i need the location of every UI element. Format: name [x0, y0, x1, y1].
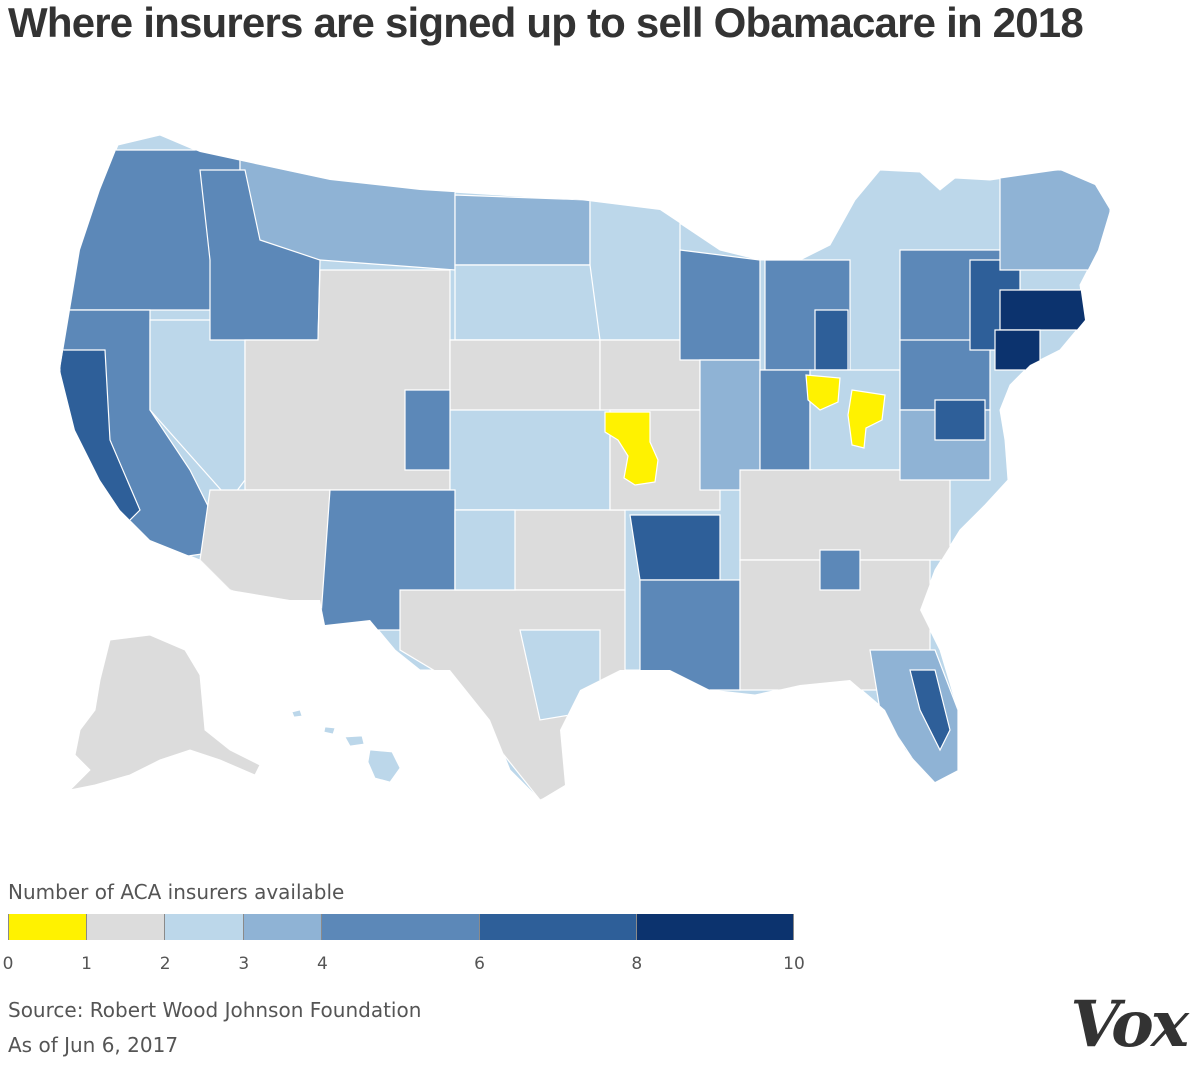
legend-tick: 8	[631, 954, 643, 974]
region-wisconsin	[679, 249, 761, 361]
region-texas-west	[454, 509, 516, 591]
legend-tick: 10	[783, 954, 805, 974]
source-note: Source: Robert Wood Johnson Foundation	[8, 998, 422, 1022]
legend-tick: 3	[238, 954, 250, 974]
legend-tick: 1	[81, 954, 93, 974]
legend-bin-0-1	[8, 914, 87, 940]
hawaii	[291, 709, 401, 783]
region-arizona	[199, 489, 331, 626]
us-map-svg	[59, 134, 1111, 801]
legend-bin-4-6	[322, 914, 480, 940]
legend-tick: 0	[2, 954, 14, 974]
region-ohio-zero-east	[847, 389, 886, 449]
region-ohio-zero-west	[805, 374, 841, 411]
region-maryland	[934, 399, 986, 441]
legend-tick: 4	[316, 954, 328, 974]
legend-tick: 6	[474, 954, 486, 974]
region-michigan-east	[814, 309, 849, 371]
region-massachusetts	[999, 289, 1091, 331]
legend-tick: 2	[159, 954, 171, 974]
region-indiana	[759, 369, 811, 481]
region-missouri-zero	[604, 411, 659, 486]
region-minnesota	[589, 199, 681, 341]
region-north-dakota	[454, 194, 591, 266]
region-georgia-patch	[819, 549, 861, 591]
legend-bin-2-3	[165, 914, 244, 940]
legend-bin-3-4	[243, 914, 323, 940]
region-south-dakota	[454, 264, 601, 341]
region-colorado-east	[404, 389, 451, 471]
region-kentucky-tennessee	[739, 469, 951, 561]
vox-logo: Vox	[1070, 987, 1189, 1062]
legend-color-scale	[8, 914, 794, 940]
map-title: Where insurers are signed up to sell Oba…	[8, 0, 1084, 46]
region-new-england	[999, 169, 1110, 271]
us-county-map	[0, 110, 1200, 810]
region-connecticut-nj	[994, 329, 1041, 371]
region-louisiana-mississippi-w	[639, 579, 741, 691]
legend-bin-1-2	[86, 914, 166, 940]
region-nebraska-gray	[449, 339, 601, 411]
region-arkansas	[629, 514, 721, 581]
alaska	[68, 634, 261, 791]
legend-title: Number of ACA insurers available	[8, 880, 345, 904]
legend-bin-8-10	[636, 914, 794, 940]
as-of-date: As of Jun 6, 2017	[8, 1033, 179, 1057]
region-florida-east	[909, 669, 951, 752]
legend-bin-6-8	[479, 914, 637, 940]
